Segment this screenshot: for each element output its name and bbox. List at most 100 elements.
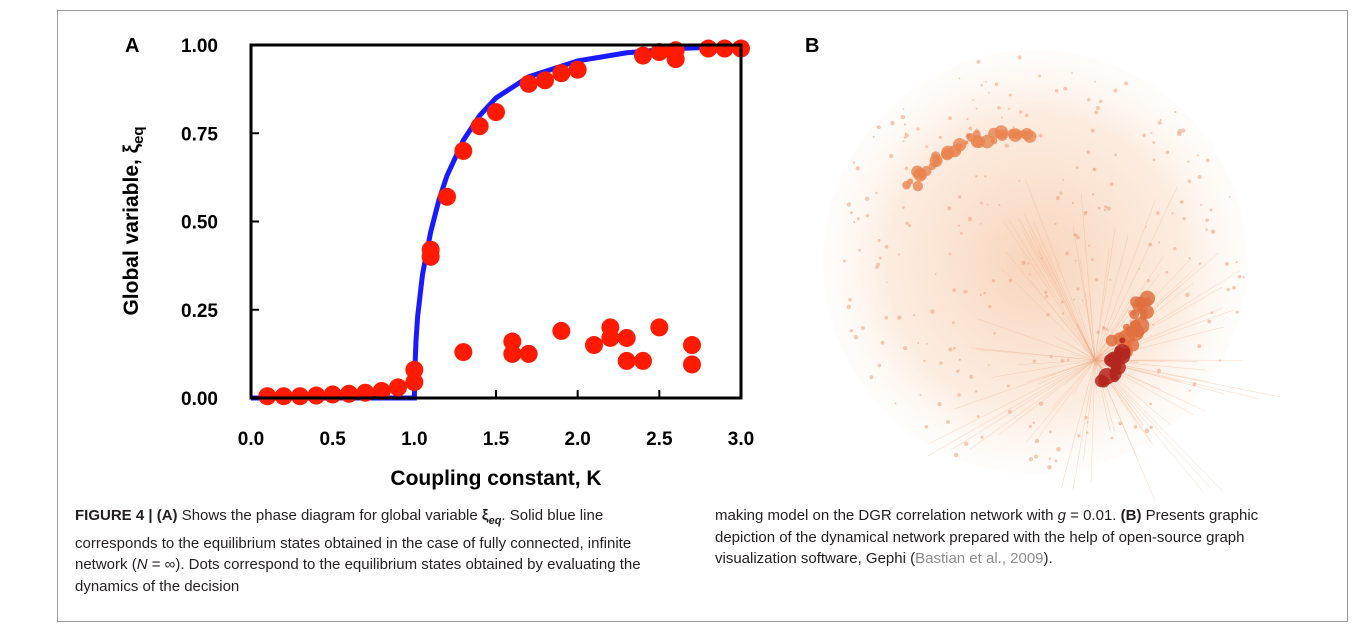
network-node — [1148, 242, 1153, 247]
data-point — [421, 247, 440, 266]
data-point — [666, 50, 685, 69]
data-point — [405, 360, 424, 379]
network-node — [884, 244, 889, 249]
network-edge — [1094, 359, 1161, 390]
y-tick-label: 0.75 — [181, 124, 218, 145]
y-tick-label: 0.00 — [181, 389, 218, 410]
network-node — [1197, 174, 1202, 179]
network-node — [1218, 359, 1222, 362]
network-node — [1224, 261, 1230, 267]
data-point — [372, 381, 391, 400]
network-edge — [1094, 355, 1107, 361]
network-node — [902, 140, 905, 143]
network-node — [964, 140, 969, 145]
network-node — [969, 374, 974, 379]
network-edge — [1094, 357, 1099, 361]
network-edge — [1023, 213, 1096, 361]
network-node — [846, 304, 851, 310]
data-point — [715, 39, 734, 58]
network-edge — [1070, 353, 1096, 361]
network-node — [998, 204, 1001, 207]
network-node — [1047, 465, 1052, 470]
data-point — [650, 318, 669, 337]
network-node — [1105, 334, 1118, 347]
network-node — [1099, 99, 1103, 104]
network-node — [997, 106, 1001, 110]
network-edge — [1094, 359, 1099, 363]
network-node — [1060, 358, 1065, 363]
data-point — [634, 46, 652, 65]
network-node — [1197, 344, 1202, 349]
network-node — [848, 297, 852, 302]
network-node — [1110, 436, 1114, 440]
network-node — [1008, 278, 1013, 283]
network-node — [926, 342, 928, 345]
network-node — [934, 273, 937, 275]
network-node — [1055, 195, 1061, 201]
network-node — [894, 402, 897, 405]
network-node — [937, 401, 942, 407]
caption-right: making model on the DGR correlation netw… — [715, 505, 1315, 570]
network-node — [1028, 457, 1034, 462]
network-edge — [1072, 359, 1096, 492]
x-tick-label: 2.5 — [646, 429, 673, 450]
network-edge — [1076, 323, 1096, 361]
network-node — [903, 346, 908, 351]
network-node — [1113, 88, 1118, 93]
network-node — [1040, 257, 1043, 260]
network-edge — [1094, 357, 1097, 361]
network-node — [1096, 330, 1100, 335]
network-node — [1062, 178, 1065, 181]
data-point — [568, 60, 587, 79]
network-node — [1027, 262, 1030, 265]
network-node — [1152, 323, 1155, 326]
network-edge — [1031, 281, 1096, 361]
network-edge — [1090, 359, 1096, 483]
network-node — [1049, 354, 1053, 359]
network-edge — [1025, 179, 1096, 361]
network-node — [876, 125, 881, 130]
network-edge — [1089, 294, 1096, 361]
network-node — [877, 239, 881, 243]
network-node — [1205, 218, 1209, 222]
network-edge — [1000, 268, 1096, 361]
x-tick-label: 0.0 — [238, 429, 264, 450]
network-node — [974, 390, 978, 393]
network-node — [1185, 292, 1190, 297]
network-edge — [1072, 359, 1096, 395]
network-node — [1028, 273, 1031, 276]
y-axis-label: Global variable, ξeq — [120, 126, 147, 315]
y-tick-label: 1.00 — [181, 36, 218, 57]
network-node — [1018, 110, 1023, 114]
x-tick-label: 0.5 — [319, 429, 346, 450]
network-node — [957, 195, 962, 199]
network-edge — [1025, 359, 1096, 383]
network-node — [1088, 244, 1091, 247]
caption-text: ξ — [481, 507, 489, 524]
data-point — [503, 344, 522, 363]
network-node — [958, 77, 961, 80]
network-node — [856, 217, 860, 221]
network-node — [976, 415, 980, 418]
y-axis-label-sub: eq — [130, 126, 147, 144]
network-node — [1038, 74, 1042, 78]
caption-left: FIGURE 4 | (A) Shows the phase diagram f… — [75, 505, 665, 597]
network-node — [985, 80, 987, 83]
network-node — [1196, 154, 1199, 157]
data-point — [323, 385, 342, 404]
network-node — [1092, 167, 1097, 172]
network-node — [1103, 208, 1107, 211]
network-node — [1171, 212, 1174, 215]
network-node — [968, 126, 973, 131]
network-node — [938, 135, 942, 139]
network-node — [1034, 439, 1040, 444]
network-node — [1007, 384, 1010, 388]
network-node — [1087, 98, 1091, 102]
network-node — [925, 145, 929, 149]
caption-text: . Solid blue line corresponds to the equ… — [75, 507, 632, 573]
network-node — [1008, 93, 1012, 97]
network-node — [858, 248, 862, 252]
network-node — [939, 361, 943, 365]
citation-link[interactable]: Bastian et al., 2009 — [915, 550, 1044, 567]
